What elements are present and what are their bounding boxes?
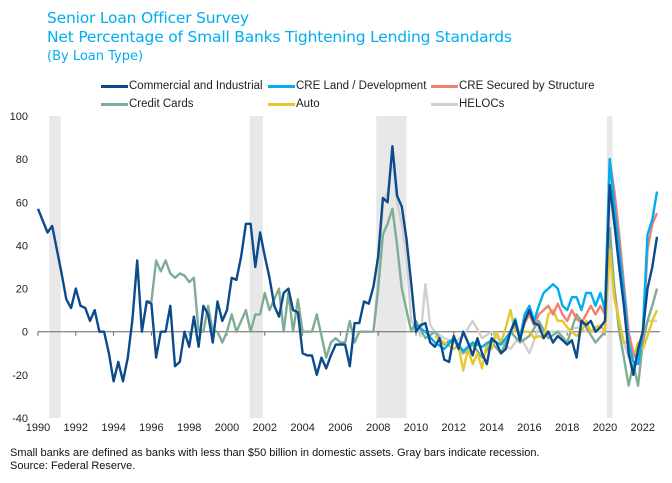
x-tick-label: 2006: [328, 422, 352, 434]
y-tick-label: 60: [16, 197, 28, 209]
legend-label: Auto: [296, 98, 320, 110]
footnote: Small banks are defined as banks with le…: [10, 447, 540, 459]
legend-item-cre-land: CRE Land / Development: [268, 80, 426, 92]
x-tick-label: 1996: [139, 422, 163, 434]
x-tick-label: 2018: [555, 422, 579, 434]
x-tick-label: 2014: [479, 422, 503, 434]
x-tick-label: 2016: [517, 422, 541, 434]
x-tick-label: 1992: [64, 422, 88, 434]
legend-swatch: [431, 84, 458, 88]
y-tick-label: 80: [16, 154, 28, 166]
y-tick-label: -40: [12, 413, 28, 425]
legend-label: CRE Secured by Structure: [459, 80, 595, 92]
chart-subtitle-2: (By Loan Type): [47, 49, 144, 64]
legend-swatch: [268, 102, 295, 106]
legend-item-commercial-industrial: Commercial and Industrial: [101, 80, 263, 92]
x-tick-label: 2000: [215, 422, 239, 434]
chart-title: Senior Loan Officer Survey: [47, 9, 249, 27]
y-tick-label: -20: [12, 370, 28, 382]
legend-swatch: [431, 102, 458, 106]
x-tick-label: 2008: [366, 422, 390, 434]
legend-swatch: [268, 84, 295, 88]
x-tick-label: 2022: [631, 422, 655, 434]
legend-swatch: [101, 84, 128, 88]
x-tick-label: 1994: [101, 422, 125, 434]
x-tick-label: 2004: [290, 422, 314, 434]
series-line-commercial-and-industrial: [36, 145, 659, 383]
y-tick-label: 0: [22, 327, 28, 339]
x-tick-label: 1998: [177, 422, 201, 434]
x-tick-label: 2012: [442, 422, 466, 434]
legend-swatch: [101, 102, 128, 106]
y-tick-label: 20: [16, 284, 28, 296]
y-tick-label: 100: [10, 111, 28, 123]
x-tick-label: 2010: [404, 422, 428, 434]
legend-label: Credit Cards: [129, 98, 194, 110]
legend-label: CRE Land / Development: [296, 80, 427, 92]
x-tick-label: 2002: [253, 422, 277, 434]
legend-item-helocs: HELOCs: [431, 98, 504, 110]
legend-label: HELOCs: [459, 98, 505, 110]
source-note: Source: Federal Reserve.: [10, 460, 136, 472]
legend-label: Commercial and Industrial: [129, 80, 263, 92]
legend-item-auto: Auto: [268, 98, 320, 110]
x-tick-label: 2020: [593, 422, 617, 434]
recession-bar: [49, 116, 61, 418]
y-tick-label: 40: [16, 240, 28, 252]
legend-item-cre-structure: CRE Secured by Structure: [431, 80, 595, 92]
series-line-credit-cards: [146, 207, 659, 387]
x-tick-label: 1990: [26, 422, 50, 434]
legend-item-credit-cards: Credit Cards: [101, 98, 194, 110]
chart-subtitle: Net Percentage of Small Banks Tightening…: [47, 28, 512, 46]
